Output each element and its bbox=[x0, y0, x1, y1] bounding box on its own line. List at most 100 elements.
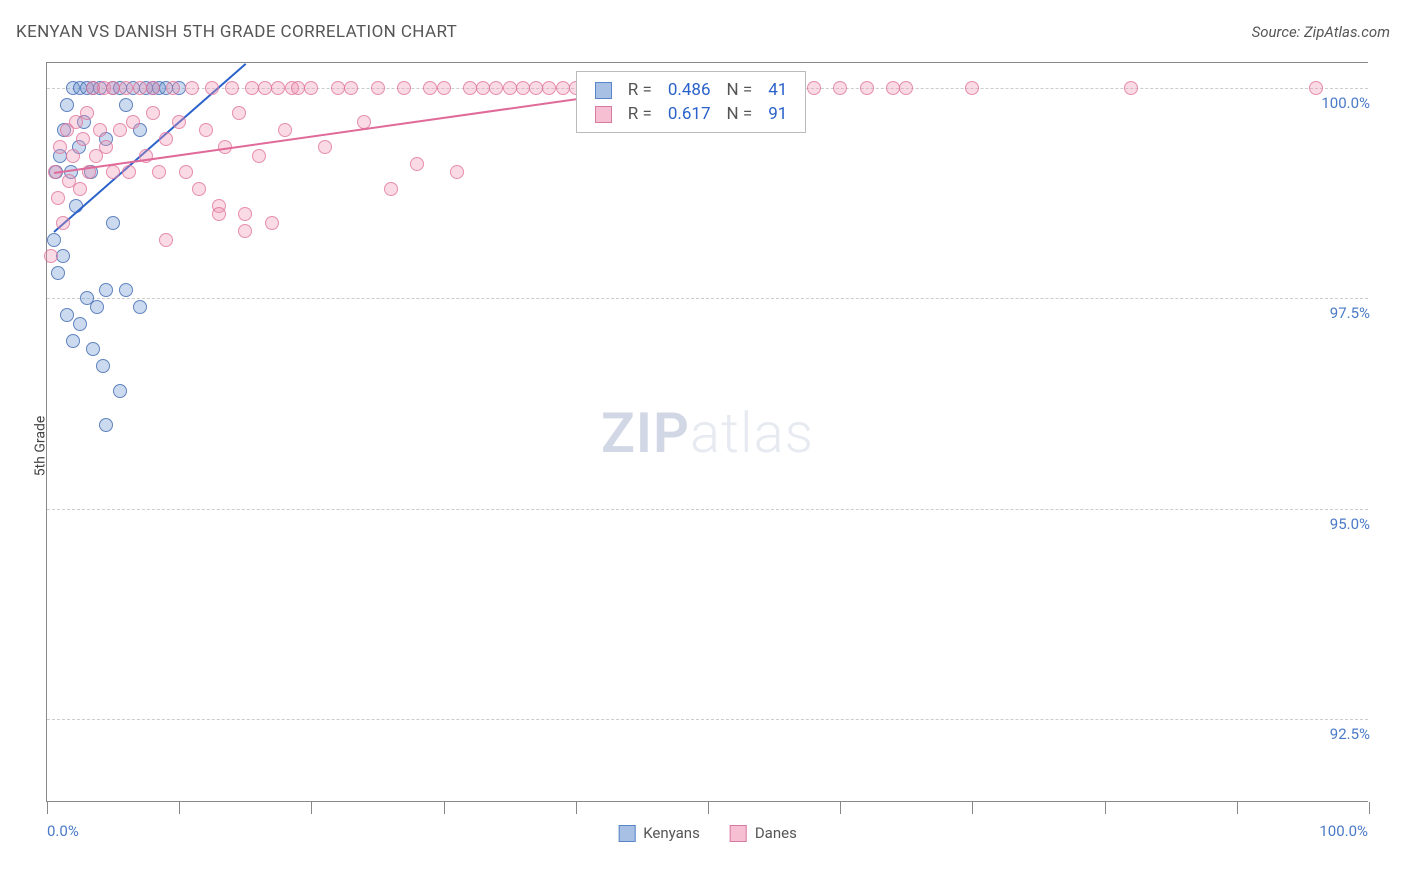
data-point bbox=[205, 81, 219, 95]
data-point bbox=[51, 266, 65, 280]
data-point bbox=[47, 233, 61, 247]
x-tick bbox=[311, 802, 312, 814]
data-point bbox=[225, 81, 239, 95]
data-point bbox=[99, 140, 113, 154]
data-point bbox=[252, 149, 266, 163]
x-tick bbox=[444, 802, 445, 814]
y-tick-label: 100.0% bbox=[1315, 94, 1370, 112]
data-point bbox=[899, 81, 913, 95]
data-point bbox=[119, 81, 133, 95]
x-tick bbox=[1105, 802, 1106, 814]
y-tick-label: 92.5% bbox=[1324, 725, 1370, 743]
gridline bbox=[47, 298, 1368, 299]
data-point bbox=[56, 249, 70, 263]
data-point bbox=[133, 81, 147, 95]
data-point bbox=[371, 81, 385, 95]
data-point bbox=[106, 216, 120, 230]
data-point bbox=[331, 81, 345, 95]
data-point bbox=[106, 165, 120, 179]
data-point bbox=[159, 132, 173, 146]
data-point bbox=[238, 224, 252, 238]
data-point bbox=[278, 123, 292, 137]
chart-source: Source: ZipAtlas.com bbox=[1252, 23, 1390, 41]
data-point bbox=[860, 81, 874, 95]
data-point bbox=[185, 81, 199, 95]
data-point bbox=[965, 81, 979, 95]
data-point bbox=[212, 207, 226, 221]
x-tick bbox=[576, 802, 577, 814]
x-tick bbox=[179, 802, 180, 814]
x-start-label: 0.0% bbox=[47, 822, 79, 840]
data-point bbox=[113, 384, 127, 398]
data-point bbox=[133, 300, 147, 314]
data-point bbox=[60, 308, 74, 322]
data-point bbox=[245, 81, 259, 95]
watermark: ZIPatlas bbox=[601, 400, 814, 466]
data-point bbox=[807, 81, 821, 95]
x-tick bbox=[840, 802, 841, 814]
data-point bbox=[437, 81, 451, 95]
data-point bbox=[265, 216, 279, 230]
data-point bbox=[397, 81, 411, 95]
data-point bbox=[146, 81, 160, 95]
data-point bbox=[344, 81, 358, 95]
x-tick bbox=[1369, 802, 1370, 814]
data-point bbox=[86, 342, 100, 356]
data-point bbox=[99, 283, 113, 297]
data-point bbox=[76, 132, 90, 146]
data-point bbox=[304, 81, 318, 95]
data-point bbox=[119, 98, 133, 112]
gridline bbox=[47, 509, 1368, 510]
x-tick bbox=[972, 802, 973, 814]
stats-box: R =0.486N =41R =0.617N =91 bbox=[576, 71, 807, 133]
data-point bbox=[152, 165, 166, 179]
x-end-label: 100.0% bbox=[1319, 822, 1368, 840]
data-point bbox=[410, 157, 424, 171]
data-point bbox=[179, 165, 193, 179]
data-point bbox=[232, 106, 246, 120]
data-point bbox=[44, 249, 58, 263]
legend-swatch-pink bbox=[730, 825, 747, 842]
data-point bbox=[99, 418, 113, 432]
x-tick bbox=[47, 802, 48, 814]
data-point bbox=[51, 191, 65, 205]
chart-title: KENYAN VS DANISH 5TH GRADE CORRELATION C… bbox=[16, 22, 457, 42]
data-point bbox=[80, 106, 94, 120]
data-point bbox=[73, 182, 87, 196]
data-point bbox=[450, 165, 464, 179]
scatter-plot: ZIPatlas Kenyans Danes 92.5%95.0%97.5%10… bbox=[46, 62, 1368, 802]
data-point bbox=[542, 81, 556, 95]
data-point bbox=[318, 140, 332, 154]
data-point bbox=[126, 115, 140, 129]
data-point bbox=[66, 334, 80, 348]
data-point bbox=[106, 81, 120, 95]
data-point bbox=[146, 106, 160, 120]
legend-item-kenyans: Kenyans bbox=[618, 824, 700, 842]
y-tick-label: 97.5% bbox=[1324, 304, 1370, 322]
data-point bbox=[463, 81, 477, 95]
data-point bbox=[172, 115, 186, 129]
data-point bbox=[833, 81, 847, 95]
data-point bbox=[166, 81, 180, 95]
data-point bbox=[93, 123, 107, 137]
data-point bbox=[122, 165, 136, 179]
data-point bbox=[384, 182, 398, 196]
data-point bbox=[503, 81, 517, 95]
data-point bbox=[119, 283, 133, 297]
data-point bbox=[90, 300, 104, 314]
data-point bbox=[258, 81, 272, 95]
data-point bbox=[291, 81, 305, 95]
data-point bbox=[159, 233, 173, 247]
data-point bbox=[53, 140, 67, 154]
data-point bbox=[529, 81, 543, 95]
y-tick-label: 95.0% bbox=[1324, 515, 1370, 533]
legend-swatch-blue bbox=[618, 825, 635, 842]
data-point bbox=[199, 123, 213, 137]
data-point bbox=[476, 81, 490, 95]
gridline bbox=[47, 719, 1368, 720]
data-point bbox=[192, 182, 206, 196]
x-tick bbox=[1237, 802, 1238, 814]
x-tick bbox=[708, 802, 709, 814]
data-point bbox=[56, 216, 70, 230]
data-point bbox=[1309, 81, 1323, 95]
